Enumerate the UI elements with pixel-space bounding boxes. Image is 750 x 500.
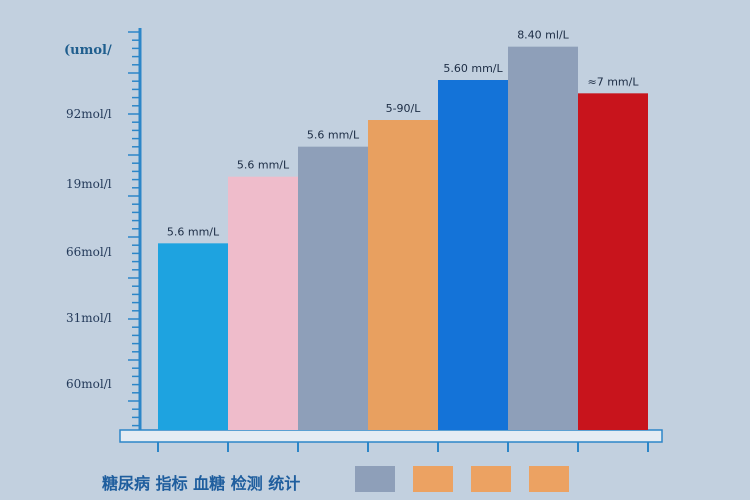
bar-value-label: ≈7 mm/L — [588, 75, 640, 88]
bar — [438, 80, 508, 430]
data-labels: 5.6 mm/L 5.6 mm/L 5.6 mm/L 5-90/L 5.60 mm/L 8… — [167, 29, 639, 239]
y-axis: (umol/92mol/l 19mol/l 66mol/l 31mol/l 60mol/… — [64, 28, 142, 432]
legend-swatch — [413, 466, 453, 492]
bar-series — [158, 46, 648, 431]
bar-value-label: 5.6 mm/L — [307, 129, 360, 142]
legend-swatch — [355, 466, 395, 492]
bar-value-label: 5.6 mm/L — [167, 225, 220, 238]
bar — [578, 93, 648, 430]
bar — [158, 243, 228, 430]
bar-value-label: 5.60 mm/L — [443, 62, 503, 75]
bar — [508, 46, 578, 431]
y-axis-title: (umol/ — [64, 43, 112, 58]
bar-value-label: 5-90/L — [386, 102, 422, 115]
bar — [228, 176, 298, 430]
y-tick-label: 19mol/l — [66, 177, 112, 191]
legend-swatch — [471, 466, 511, 492]
bar — [298, 146, 368, 430]
legend-swatch — [529, 466, 569, 492]
bar — [368, 120, 438, 430]
legend — [355, 466, 569, 492]
bar-value-label: 8.40 ml/L — [517, 29, 569, 42]
y-tick-label: 60mol/l — [66, 377, 112, 391]
bar-value-label: 5.6 mm/L — [237, 159, 290, 172]
y-tick-label: 31mol/l — [66, 311, 112, 325]
y-tick-label: 92mol/l — [66, 107, 112, 121]
x-axis — [119, 429, 663, 452]
chart-caption: 糖尿病 指标 血糖 检测 统计 — [102, 474, 301, 493]
y-tick-label: 66mol/l — [66, 245, 112, 259]
x-axis-band — [119, 429, 663, 443]
